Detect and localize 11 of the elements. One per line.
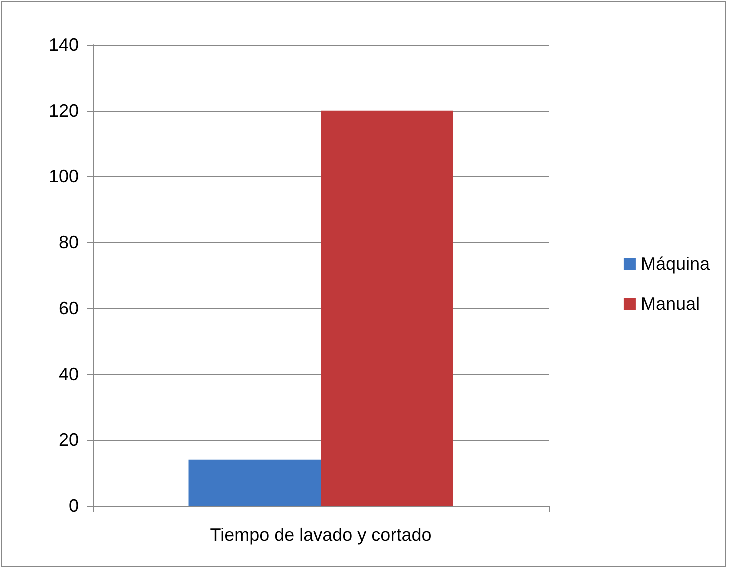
y-tick-label: 100 bbox=[48, 166, 79, 187]
y-tick-label: 120 bbox=[48, 100, 79, 121]
y-tick-label: 40 bbox=[58, 364, 79, 384]
x-tick-label: Tiempo de lavado y cortado bbox=[210, 525, 432, 545]
legend-label: Máquina bbox=[640, 254, 711, 274]
y-tick-label: 0 bbox=[68, 496, 79, 516]
y-tick-label: 60 bbox=[58, 298, 79, 318]
y-tick-label: 140 bbox=[48, 35, 79, 55]
legend-label: Manual bbox=[640, 294, 700, 314]
y-tick-label: 80 bbox=[58, 232, 79, 253]
y-tick-label: 20 bbox=[58, 430, 79, 450]
